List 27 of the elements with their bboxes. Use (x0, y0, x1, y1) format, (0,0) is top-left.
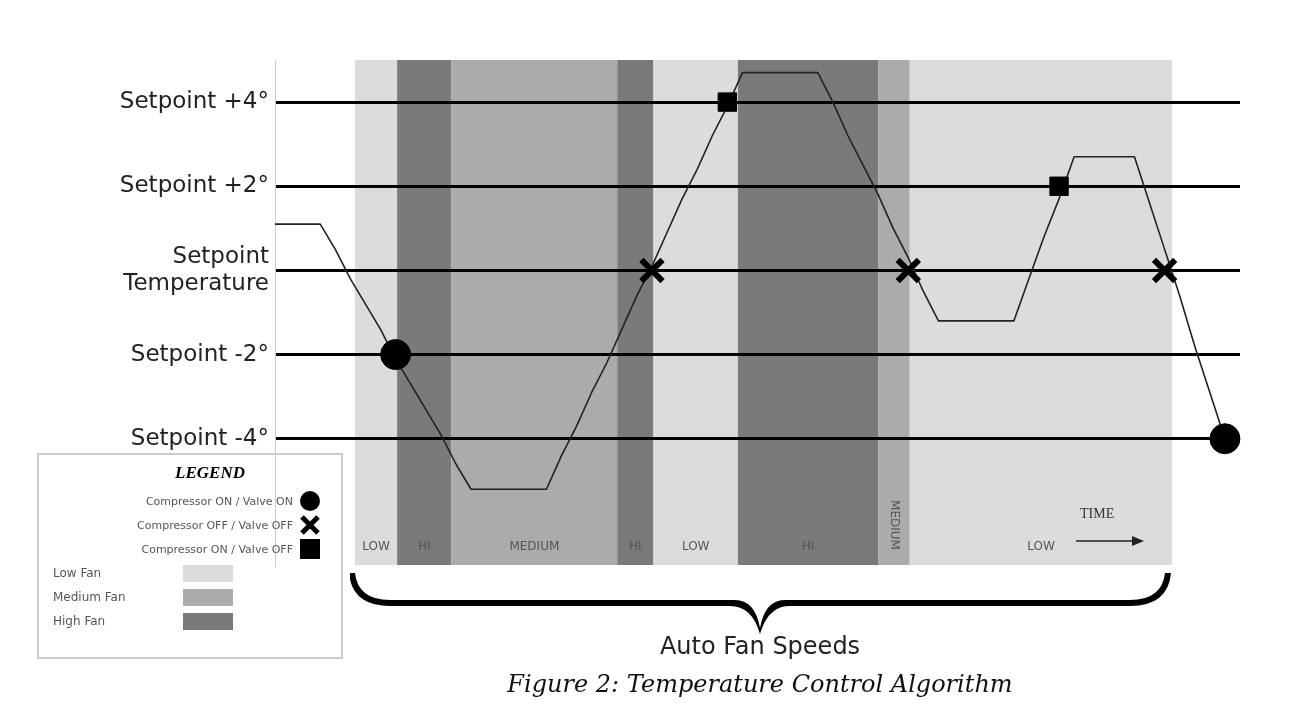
annotation: TIME (1080, 506, 1115, 522)
legend-label: Compressor ON / Valve OFF (141, 542, 293, 556)
point (1151, 256, 1179, 285)
legend-title: LEGEND (174, 463, 246, 483)
legend-label: Compressor OFF / Valve OFF (137, 518, 293, 532)
annotation: MEDIUM (509, 539, 560, 554)
point (717, 92, 738, 112)
y-tick-label: Setpoint +4° (119, 87, 269, 114)
y-tick-label: Setpoint +2° (119, 171, 269, 198)
annotation: LOW (1027, 539, 1055, 554)
annotation: MEDIUM (887, 500, 902, 550)
text: Medium Fan (53, 590, 127, 604)
y-tick-label: Setpoint -2° (130, 339, 269, 366)
annotation: LOW (362, 539, 390, 554)
point (380, 339, 412, 371)
y-tick-label: Setpoint Temperature (122, 241, 269, 296)
point (1209, 423, 1241, 455)
text: Low Fan (53, 566, 103, 580)
text: Figure 2: Temperature Control Algorithm (506, 670, 1014, 698)
point (638, 256, 666, 285)
point (1049, 176, 1069, 196)
text: High Fan (53, 614, 107, 628)
annotation: LOW (681, 539, 710, 554)
point (894, 256, 922, 285)
x-axis-title: Auto Fan Speeds (658, 632, 862, 660)
legend-label: Compressor ON / Valve ON (145, 494, 293, 508)
y-tick-label: Setpoint -4° (130, 423, 269, 450)
